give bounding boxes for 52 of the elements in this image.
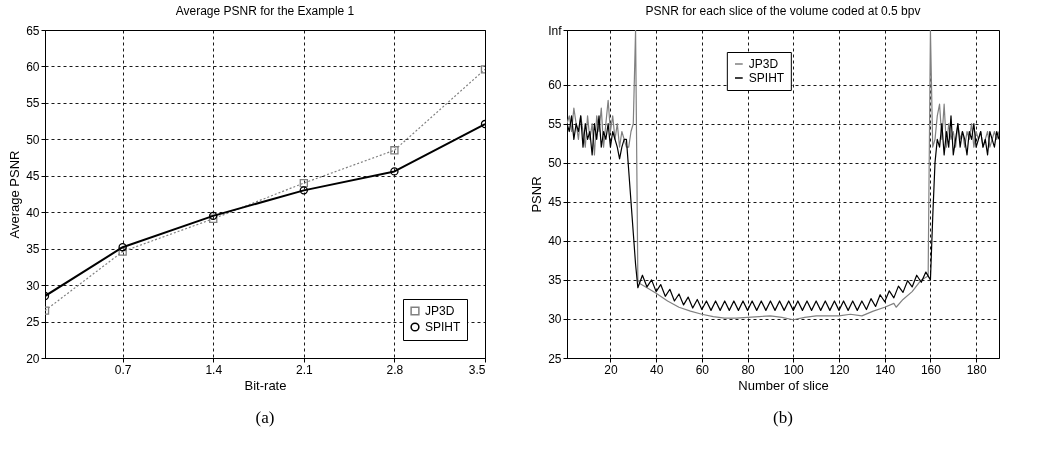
point	[299, 178, 309, 188]
y-axis-title: Average PSNR	[7, 150, 23, 239]
y-tick-label: 55	[548, 117, 562, 132]
y-tick-label: 25	[548, 351, 562, 366]
y-tick-label: 25	[26, 315, 40, 330]
x-tick-label: 2.1	[295, 362, 313, 377]
x-tick-label: 180	[966, 362, 987, 377]
point	[299, 186, 309, 195]
y-tick-label: 35	[26, 242, 40, 257]
legend-label: SPIHT	[748, 71, 785, 85]
y-tick-label: Inf	[548, 23, 563, 38]
y-tick-label: 60	[548, 78, 562, 93]
x-axis-title: Bit-rate	[244, 377, 287, 393]
y-tick-label: 55	[26, 96, 40, 111]
y-tick-label: 20	[26, 351, 40, 366]
x-tick-label: 120	[829, 362, 850, 377]
y-tick-label: 45	[548, 195, 562, 210]
x-tick-label: 40	[649, 362, 664, 377]
x-tick-label: 160	[920, 362, 942, 377]
y-tick-label: 50	[26, 132, 40, 147]
x-tick-label: 60	[695, 362, 710, 377]
point	[118, 247, 127, 256]
point	[390, 167, 399, 176]
y-tick-label: 60	[26, 59, 40, 74]
x-tick-label: 1.4	[205, 362, 223, 377]
chart-title: PSNR for each slice of the volume coded at 0.5 bpv	[645, 4, 921, 18]
text: (b)	[773, 408, 793, 427]
text: (a)	[255, 408, 275, 427]
y-tick-label: 65	[26, 23, 40, 38]
y-tick-label: 30	[26, 278, 40, 293]
y-tick-label: 30	[548, 312, 562, 327]
x-tick-label: 100	[783, 362, 805, 377]
x-tick-label: 0.7	[114, 362, 132, 377]
x-tick-label: 20	[604, 362, 618, 377]
chart-title: Average PSNR for the Example 1	[175, 4, 355, 18]
legend-label: JP3D	[748, 57, 779, 71]
x-tick-label: 140	[875, 362, 896, 377]
legend-label: SPIHT	[425, 320, 462, 334]
point	[118, 243, 127, 252]
y-tick-label: 40	[26, 205, 40, 220]
y-tick-label: 45	[26, 169, 40, 184]
y-tick-label: 40	[548, 234, 562, 249]
x-tick-label: 2.8	[386, 362, 404, 377]
line-series	[567, 30, 999, 321]
y-axis-title: PSNR	[529, 176, 545, 213]
y-tick-label: 50	[548, 156, 562, 171]
y-tick-label: 35	[548, 273, 562, 288]
point	[390, 146, 399, 155]
x-tick-label: 3.5	[468, 362, 486, 377]
x-axis-title: Number of slice	[738, 377, 829, 393]
x-tick-label: 80	[741, 362, 756, 377]
legend-label: JP3D	[425, 304, 455, 318]
